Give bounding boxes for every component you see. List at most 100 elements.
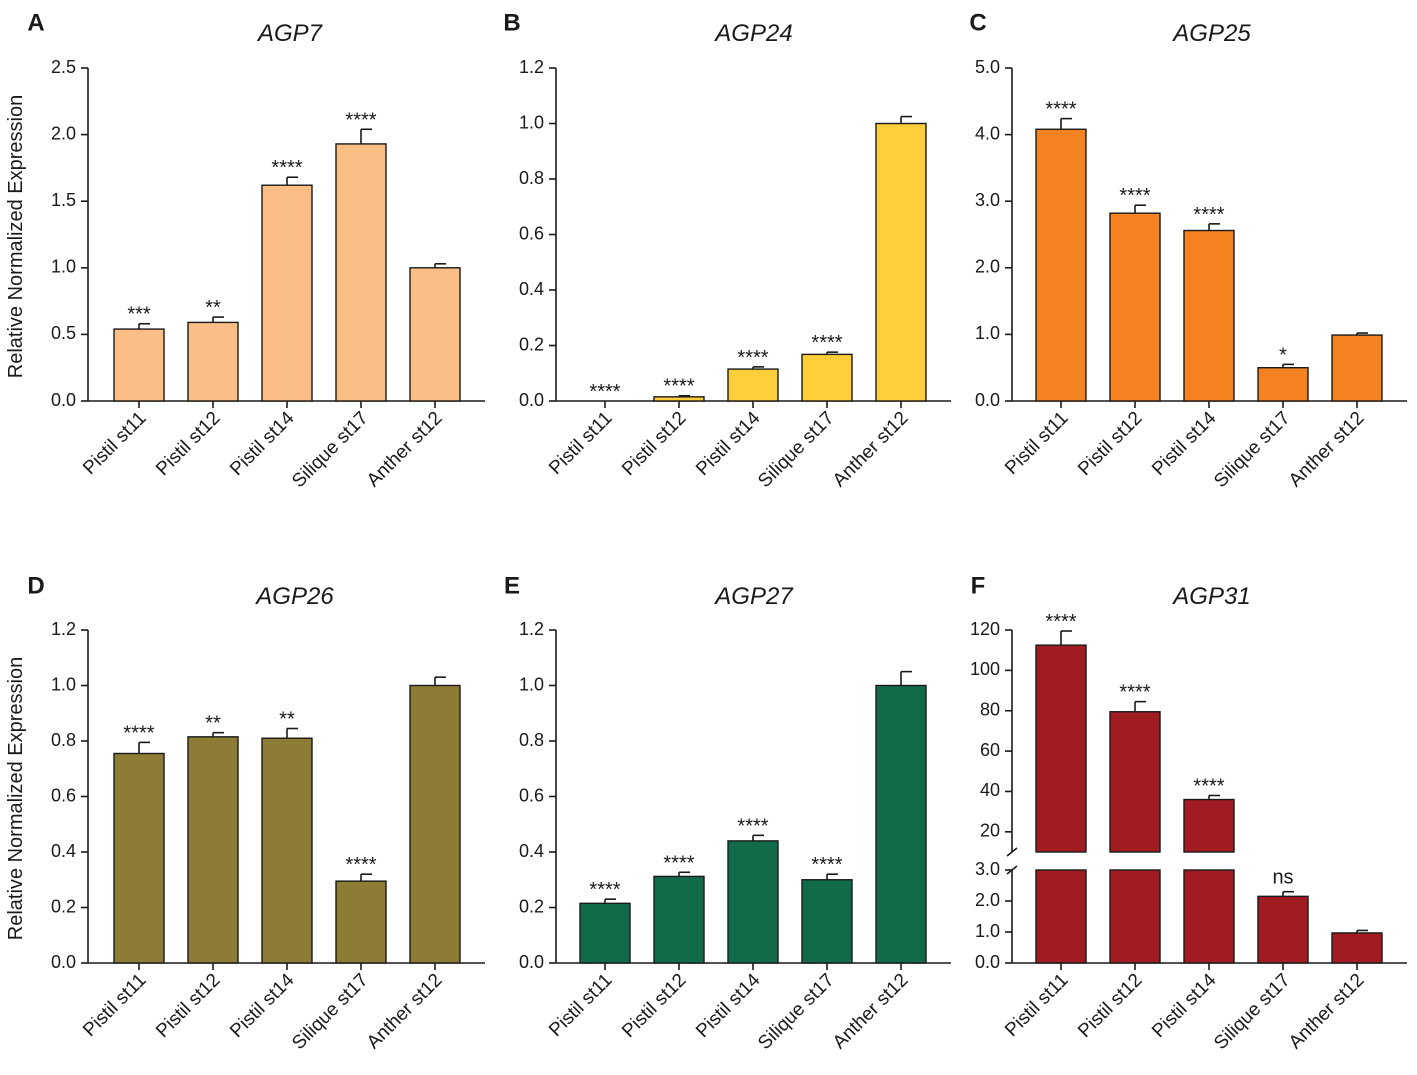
bar bbox=[187, 321, 239, 402]
panel-e: E AGP27 0.0 0.2 0.4 0.6 0.8 1.0 1.2 **** Pistil st… bbox=[504, 572, 951, 1054]
y-tick-label: 3.0 bbox=[975, 859, 1000, 879]
y-tick-label: 0.2 bbox=[519, 334, 544, 354]
x-tick-label: Pistil st14 bbox=[1148, 407, 1221, 480]
y-tick-label: 1.0 bbox=[51, 674, 76, 694]
bar bbox=[1331, 932, 1383, 964]
y-tick-label: 0.0 bbox=[51, 390, 76, 410]
panel-c: C AGP25 0.0 1.0 2.0 3.0 4.0 5.0 **** Pistil st11 *… bbox=[969, 9, 1407, 492]
y-tick-label: 0.5 bbox=[51, 323, 76, 343]
x-tick-label: Pistil st14 bbox=[1148, 969, 1221, 1042]
y-tick-label: 1.0 bbox=[519, 674, 544, 694]
bar bbox=[113, 752, 165, 964]
panel-title: AGP31 bbox=[1171, 583, 1250, 610]
y-tick-label: 20 bbox=[980, 821, 1000, 841]
significance-label: ns bbox=[1272, 867, 1293, 889]
bar bbox=[727, 368, 779, 402]
bar bbox=[335, 880, 387, 964]
y-tick-label: 1.2 bbox=[51, 619, 76, 639]
y-tick-label: 80 bbox=[980, 699, 1000, 719]
bar bbox=[1109, 869, 1161, 964]
bar bbox=[653, 875, 705, 964]
x-tick-label: Anther st12 bbox=[1285, 408, 1369, 492]
significance-label: * bbox=[1279, 344, 1287, 366]
x-tick-label: Pistil st12 bbox=[618, 408, 690, 480]
bar bbox=[1257, 367, 1309, 402]
panel-a: A AGP7 Relative Normalized Expression 0.0 0.… bbox=[5, 9, 485, 492]
y-axis-label: Relative Normalized Expression bbox=[5, 95, 27, 378]
axis-break-mark bbox=[1006, 847, 1018, 857]
bar bbox=[727, 840, 779, 964]
bar bbox=[1183, 869, 1235, 964]
x-tick-label: Anther st12 bbox=[829, 408, 913, 492]
bar bbox=[1035, 869, 1087, 964]
y-tick-label: 0.8 bbox=[51, 730, 76, 750]
x-tick-label: Pistil st11 bbox=[1001, 408, 1072, 479]
significance-label: **** bbox=[589, 381, 620, 403]
bar bbox=[261, 737, 313, 964]
bar bbox=[1183, 229, 1235, 402]
panel-title: AGP24 bbox=[713, 20, 792, 47]
significance-label: **** bbox=[1045, 611, 1076, 633]
y-tick-label: 0.0 bbox=[975, 390, 1000, 410]
y-tick-label: 0.8 bbox=[519, 730, 544, 750]
panel-f: F AGP31 0.0 1.0 2.0 3.0 20 40 60 80 100 120 **** Pist… bbox=[970, 572, 1407, 1054]
y-tick-label: 0.2 bbox=[519, 896, 544, 916]
panel-d: D AGP26 Relative Normalized Expression 0.0 0… bbox=[5, 572, 485, 1054]
significance-label: **** bbox=[271, 157, 302, 179]
significance-label: **** bbox=[737, 815, 768, 837]
y-tick-label: 0.6 bbox=[519, 223, 544, 243]
y-tick-label: 4.0 bbox=[975, 123, 1000, 143]
x-tick-label: Silique st17 bbox=[754, 408, 838, 492]
y-tick-label: 0.0 bbox=[519, 390, 544, 410]
x-tick-label: Anther st12 bbox=[1285, 970, 1369, 1054]
y-tick-label: 0.6 bbox=[519, 785, 544, 805]
y-tick-label: 5.0 bbox=[975, 57, 1000, 77]
panel-letter: C bbox=[969, 9, 986, 36]
bar bbox=[409, 267, 461, 402]
bar bbox=[1183, 798, 1235, 853]
y-tick-label: 2.5 bbox=[51, 57, 76, 77]
y-tick-label: 1.2 bbox=[519, 619, 544, 639]
significance-label: **** bbox=[663, 852, 694, 874]
x-tick-label: Pistil st11 bbox=[545, 970, 616, 1041]
significance-label: **** bbox=[1193, 775, 1224, 797]
y-tick-label: 0.4 bbox=[519, 279, 544, 299]
significance-label: **** bbox=[123, 722, 154, 744]
y-tick-label: 0.4 bbox=[519, 841, 544, 861]
x-tick-label: Pistil st14 bbox=[692, 407, 765, 480]
panel-letter: E bbox=[504, 572, 520, 599]
bar bbox=[1109, 212, 1161, 402]
panel-title: AGP7 bbox=[256, 20, 324, 47]
x-tick-label: Pistil st12 bbox=[1074, 408, 1146, 480]
y-tick-label: 1.0 bbox=[51, 257, 76, 277]
bar bbox=[1035, 128, 1087, 402]
bar bbox=[1109, 711, 1161, 853]
x-tick-label: Pistil st14 bbox=[226, 407, 299, 480]
y-tick-label: 120 bbox=[970, 619, 1000, 639]
y-tick-label: 1.0 bbox=[519, 112, 544, 132]
x-tick-label: Silique st17 bbox=[288, 970, 372, 1054]
bar bbox=[409, 684, 461, 964]
bar bbox=[875, 684, 927, 964]
x-tick-label: Pistil st11 bbox=[545, 408, 616, 479]
x-tick-label: Anther st12 bbox=[363, 970, 447, 1054]
y-tick-label: 100 bbox=[970, 659, 1000, 679]
y-tick-label: 0.6 bbox=[51, 785, 76, 805]
y-tick-label: 60 bbox=[980, 740, 1000, 760]
y-tick-label: 3.0 bbox=[975, 190, 1000, 210]
bar bbox=[1257, 895, 1309, 964]
significance-label: **** bbox=[345, 854, 376, 876]
panel-title: AGP27 bbox=[713, 583, 794, 610]
x-tick-label: Silique st17 bbox=[1210, 408, 1294, 492]
x-tick-label: Anther st12 bbox=[363, 408, 447, 492]
y-tick-label: 2.0 bbox=[51, 123, 76, 143]
bar bbox=[113, 328, 165, 402]
y-tick-label: 1.0 bbox=[975, 921, 1000, 941]
panel-title: AGP26 bbox=[254, 583, 334, 610]
panel-letter: A bbox=[27, 9, 44, 36]
x-tick-label: Pistil st12 bbox=[152, 408, 224, 480]
significance-label: **** bbox=[589, 879, 620, 901]
bar bbox=[801, 879, 853, 964]
y-tick-label: 2.0 bbox=[975, 257, 1000, 277]
x-tick-label: Pistil st12 bbox=[618, 970, 690, 1042]
